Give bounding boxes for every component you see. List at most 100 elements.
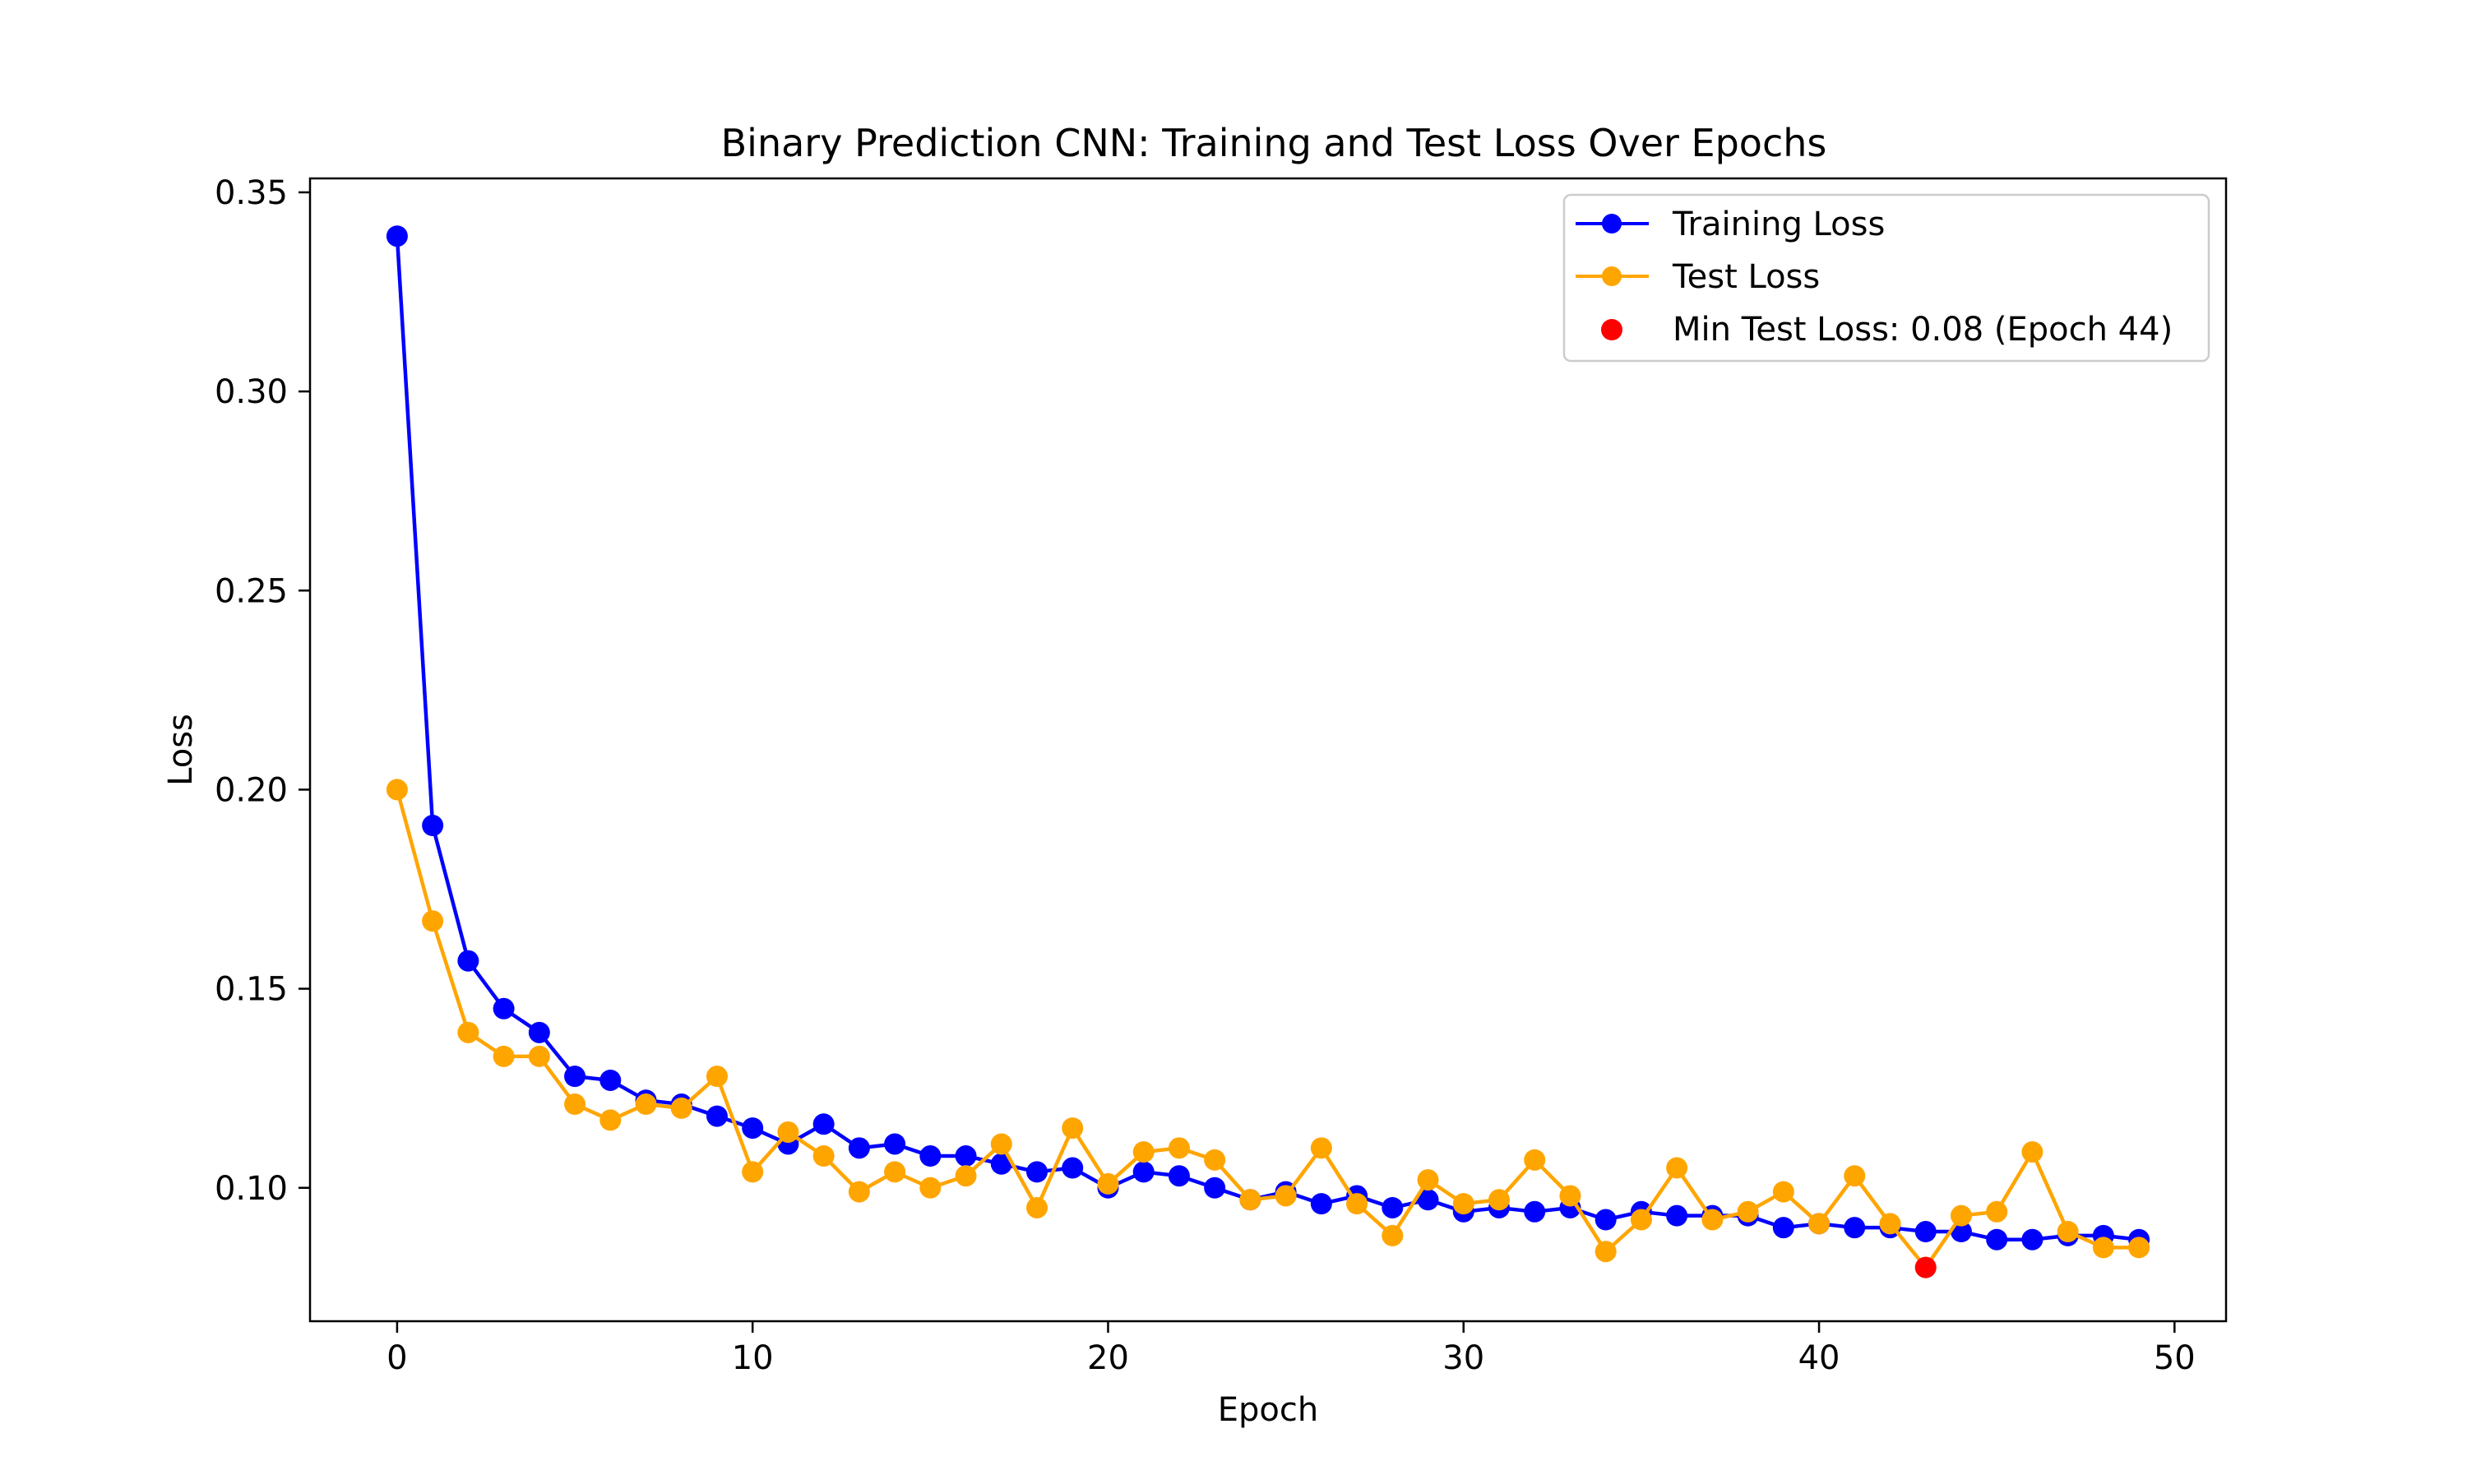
test-loss-point bbox=[848, 1181, 870, 1203]
test-loss-point bbox=[1168, 1137, 1190, 1159]
training-loss-point bbox=[1844, 1217, 1866, 1239]
test-loss-point bbox=[1986, 1200, 2008, 1223]
training-loss-point bbox=[919, 1145, 942, 1167]
training-loss-point bbox=[706, 1105, 728, 1127]
y-tick-label: 0.30 bbox=[215, 373, 288, 411]
training-loss-point bbox=[2021, 1228, 2043, 1251]
x-tick-label: 0 bbox=[386, 1339, 407, 1377]
test-loss-point bbox=[812, 1145, 835, 1167]
test-loss-point bbox=[1310, 1137, 1332, 1159]
training-loss-point bbox=[1986, 1228, 2008, 1251]
test-loss-point bbox=[528, 1045, 550, 1067]
training-loss-point bbox=[386, 225, 408, 247]
legend-training-loss-label: Training Loss bbox=[1672, 206, 1885, 243]
training-loss-point bbox=[990, 1153, 1012, 1175]
test-loss-point bbox=[1737, 1200, 1759, 1223]
y-tick-label: 0.20 bbox=[215, 771, 288, 809]
test-loss-point bbox=[1132, 1141, 1155, 1163]
x-axis-label: Epoch bbox=[1218, 1391, 1318, 1429]
test-loss-point bbox=[1950, 1204, 1972, 1227]
training-loss-point bbox=[528, 1021, 550, 1043]
test-loss-point bbox=[777, 1121, 799, 1143]
training-loss-point bbox=[457, 950, 479, 972]
training-loss-point bbox=[422, 815, 444, 837]
test-loss-point bbox=[386, 779, 408, 801]
training-loss-point bbox=[1132, 1161, 1155, 1183]
training-loss-point bbox=[742, 1117, 764, 1140]
test-loss-point bbox=[1382, 1224, 1404, 1246]
test-loss-point bbox=[706, 1066, 728, 1088]
test-loss-point bbox=[2092, 1237, 2114, 1259]
test-loss-point bbox=[564, 1093, 586, 1116]
training-loss-point bbox=[493, 997, 515, 1019]
test-loss-point bbox=[635, 1093, 657, 1116]
test-loss-point bbox=[1879, 1213, 1901, 1235]
test-loss-point bbox=[1701, 1209, 1724, 1231]
training-loss-point bbox=[955, 1145, 977, 1167]
test-loss-point bbox=[955, 1165, 977, 1187]
training-loss-point bbox=[812, 1113, 835, 1135]
test-loss-point bbox=[1772, 1181, 1794, 1203]
plot-area bbox=[386, 225, 2150, 1278]
training-loss-point bbox=[848, 1137, 870, 1159]
legend-frame bbox=[1562, 193, 2210, 363]
test-loss-point bbox=[599, 1109, 622, 1131]
test-loss-point bbox=[919, 1177, 942, 1199]
test-loss-point bbox=[1452, 1193, 1474, 1215]
y-tick-label: 0.35 bbox=[215, 174, 288, 212]
test-loss-point bbox=[1062, 1117, 1084, 1140]
training-loss-point bbox=[1204, 1177, 1226, 1199]
training-loss-point bbox=[1524, 1200, 1546, 1223]
test-loss-point bbox=[1097, 1172, 1119, 1195]
training-loss-point bbox=[1382, 1196, 1404, 1218]
test-loss-point bbox=[2057, 1221, 2079, 1243]
test-loss-point bbox=[1204, 1149, 1226, 1171]
test-loss-point bbox=[1239, 1189, 1261, 1211]
x-tick-label: 40 bbox=[1798, 1339, 1840, 1377]
test-loss-point bbox=[670, 1097, 692, 1119]
x-tick-label: 20 bbox=[1087, 1339, 1129, 1377]
legend: Training Loss Test Loss Min Test Loss: 0… bbox=[1562, 193, 2210, 363]
test-loss-point bbox=[1524, 1149, 1546, 1171]
test-loss-point bbox=[1346, 1193, 1368, 1215]
training-loss-point bbox=[1772, 1217, 1794, 1239]
legend-training-loss-marker bbox=[1602, 214, 1622, 233]
test-loss-point bbox=[1559, 1185, 1581, 1207]
test-loss-point bbox=[742, 1161, 764, 1183]
training-loss-point bbox=[599, 1069, 622, 1091]
test-loss-point bbox=[1844, 1165, 1866, 1187]
test-loss-point bbox=[1595, 1241, 1617, 1263]
min-test-loss-point bbox=[1914, 1256, 1937, 1278]
x-tick-label: 10 bbox=[732, 1339, 774, 1377]
x-tick-label: 30 bbox=[1442, 1339, 1484, 1377]
legend-min-test-loss-label: Min Test Loss: 0.08 (Epoch 44) bbox=[1673, 311, 2173, 349]
test-loss-point bbox=[884, 1161, 906, 1183]
training-loss-point bbox=[1666, 1204, 1688, 1227]
y-tick-label: 0.25 bbox=[215, 572, 288, 610]
plot-frame bbox=[308, 177, 2228, 1323]
test-loss-point bbox=[2021, 1141, 2043, 1163]
training-loss-point bbox=[884, 1133, 906, 1155]
training-loss-point bbox=[1026, 1161, 1048, 1183]
training-loss-point bbox=[1168, 1165, 1190, 1187]
test-loss-point bbox=[1275, 1185, 1297, 1207]
y-tick-label: 0.10 bbox=[215, 1170, 288, 1208]
test-loss-point bbox=[1808, 1213, 1831, 1235]
legend-test-loss-label: Test Loss bbox=[1672, 258, 1820, 296]
test-loss-point bbox=[493, 1045, 515, 1067]
legend-min-test-loss-marker bbox=[1601, 319, 1622, 340]
test-loss-point bbox=[457, 1021, 479, 1043]
training-loss-point bbox=[564, 1066, 586, 1088]
training-loss-point bbox=[1914, 1221, 1937, 1243]
x-tick-label: 50 bbox=[2154, 1339, 2196, 1377]
training-loss-point bbox=[1595, 1209, 1617, 1231]
test-loss-point bbox=[1026, 1196, 1048, 1218]
training-loss-point bbox=[1310, 1193, 1332, 1215]
test-loss-point bbox=[2128, 1237, 2150, 1259]
test-loss-point bbox=[1666, 1157, 1688, 1179]
test-loss-point bbox=[990, 1133, 1012, 1155]
chart-title: Binary Prediction CNN: Training and Test… bbox=[721, 121, 1827, 165]
test-loss-point bbox=[422, 910, 444, 932]
